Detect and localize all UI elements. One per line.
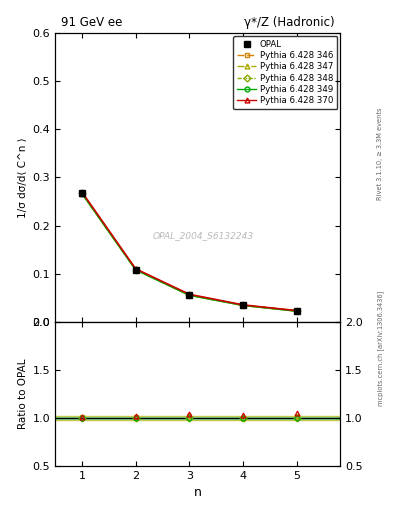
Text: 91 GeV ee: 91 GeV ee: [61, 16, 122, 29]
Text: OPAL_2004_S6132243: OPAL_2004_S6132243: [152, 231, 254, 240]
Text: Rivet 3.1.10, ≥ 3.3M events: Rivet 3.1.10, ≥ 3.3M events: [377, 108, 384, 200]
Legend: OPAL, Pythia 6.428 346, Pythia 6.428 347, Pythia 6.428 348, Pythia 6.428 349, Py: OPAL, Pythia 6.428 346, Pythia 6.428 347…: [233, 36, 337, 109]
Text: γ*/Z (Hadronic): γ*/Z (Hadronic): [244, 16, 334, 29]
Text: mcplots.cern.ch [arXiv:1306.3436]: mcplots.cern.ch [arXiv:1306.3436]: [377, 290, 384, 406]
Y-axis label: Ratio to OPAL: Ratio to OPAL: [18, 358, 28, 429]
Y-axis label: 1/σ dσ/d⟨ C^n ⟩: 1/σ dσ/d⟨ C^n ⟩: [18, 137, 28, 218]
X-axis label: n: n: [193, 486, 202, 499]
